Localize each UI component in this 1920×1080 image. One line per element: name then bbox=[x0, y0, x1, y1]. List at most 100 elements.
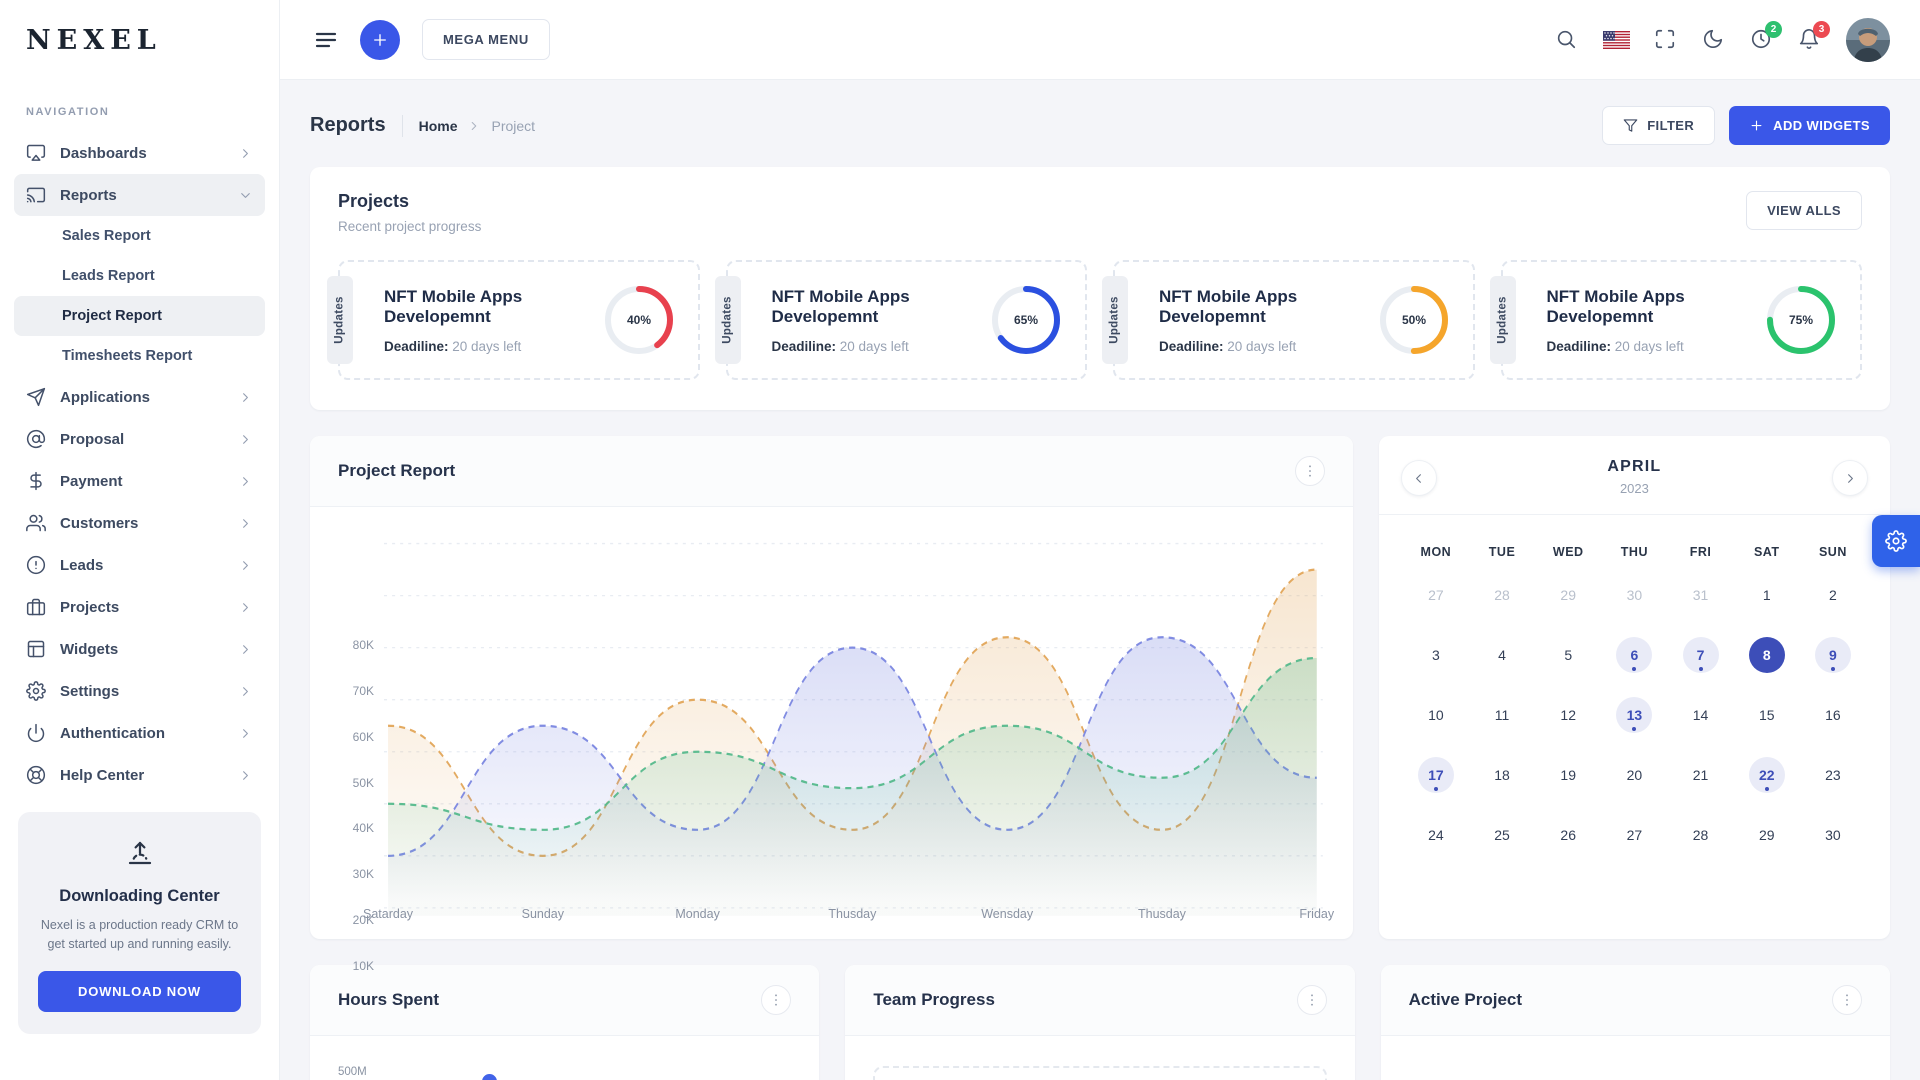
calendar-day-10[interactable]: 10 bbox=[1428, 707, 1444, 723]
calendar-day-30[interactable]: 30 bbox=[1825, 827, 1841, 843]
calendar-day-18[interactable]: 18 bbox=[1494, 767, 1510, 783]
calendar-day-8[interactable]: 8 bbox=[1748, 637, 1785, 673]
view-all-button[interactable]: VIEW ALLS bbox=[1746, 191, 1862, 230]
sidebar-subitem-sales-report[interactable]: Sales Report bbox=[62, 228, 151, 244]
calendar-day-30[interactable]: 30 bbox=[1626, 587, 1643, 603]
calendar-day-29[interactable]: 29 bbox=[1560, 587, 1576, 603]
calendar-day-25[interactable]: 25 bbox=[1494, 827, 1510, 843]
project-title: NFT Mobile Apps Developemnt bbox=[771, 286, 910, 326]
sidebar-item-dashboards[interactable]: Dashboards bbox=[14, 132, 265, 174]
sidebar-subitem-leads-report[interactable]: Leads Report bbox=[62, 268, 155, 284]
calendar-day-27[interactable]: 27 bbox=[1428, 587, 1444, 603]
logo[interactable]: NEXEL bbox=[0, 0, 279, 80]
page-title: Reports bbox=[310, 114, 386, 136]
mega-menu-button[interactable]: MEGA MENU bbox=[422, 19, 550, 60]
calendar-day-23[interactable]: 23 bbox=[1825, 767, 1841, 783]
calendar-day-20[interactable]: 20 bbox=[1626, 767, 1643, 783]
project-card[interactable]: Updates NFT Mobile Apps Developemnt Deadil… bbox=[714, 260, 1087, 380]
y-tick-label: 30K bbox=[352, 867, 374, 882]
sidebar-item-payment[interactable]: Payment bbox=[14, 460, 265, 502]
quick-add-button[interactable] bbox=[360, 19, 400, 60]
sidebar-item-authentication[interactable]: Authentication bbox=[14, 712, 265, 754]
sidebar-item-widgets[interactable]: Widgets bbox=[14, 628, 265, 670]
filter-button[interactable]: FILTER bbox=[1602, 106, 1716, 145]
sidebar-item-proposal[interactable]: Proposal bbox=[14, 418, 265, 460]
user-avatar[interactable] bbox=[1846, 17, 1890, 62]
updates-tab[interactable]: Updates bbox=[714, 276, 741, 364]
project-card[interactable]: Updates NFT Mobile Apps Developemnt Deadil… bbox=[327, 260, 700, 380]
updates-tab[interactable]: Updates bbox=[1102, 276, 1128, 364]
fullscreen-button[interactable] bbox=[1654, 28, 1678, 52]
sidebar-item-label: Dashboards bbox=[60, 144, 147, 162]
sidebar-item-label: Leads bbox=[60, 556, 104, 574]
calendar-day-6[interactable]: 6 bbox=[1616, 637, 1653, 673]
calendar-day-15[interactable]: 15 bbox=[1758, 707, 1775, 723]
project-card[interactable]: Updates NFT Mobile Apps Developemnt Deadil… bbox=[1102, 260, 1475, 380]
projects-subtitle: Recent project progress bbox=[338, 219, 482, 234]
calendar-day-9[interactable]: 9 bbox=[1814, 637, 1851, 673]
event-dot bbox=[1698, 667, 1703, 671]
chevron-right-icon bbox=[243, 644, 248, 654]
sidebar-item-leads[interactable]: Leads bbox=[14, 544, 265, 586]
calendar-day-13[interactable]: 13 bbox=[1616, 697, 1653, 733]
sidebar-item-help-center[interactable]: Help Center bbox=[14, 754, 265, 796]
calendar-day-2[interactable]: 2 bbox=[1829, 587, 1837, 603]
calendar-day-3[interactable]: 3 bbox=[1431, 647, 1440, 663]
breadcrumb-home[interactable]: Home bbox=[418, 117, 458, 134]
project-report-chart: 80K 70K 60K 50K 40K 30K 20K 10K Satarday Sunday M… bbox=[310, 507, 1353, 973]
sidebar-item-projects[interactable]: Projects bbox=[14, 586, 265, 628]
dark-mode-button[interactable] bbox=[1702, 28, 1726, 52]
calendar-day-28[interactable]: 28 bbox=[1494, 587, 1510, 603]
sidebar-subitem-project-report[interactable]: Project Report bbox=[14, 296, 265, 336]
project-deadline: Deadiline: 20 days left bbox=[771, 338, 909, 354]
sidebar-item-reports[interactable]: Reports bbox=[14, 174, 265, 216]
dashboards-icon bbox=[26, 144, 46, 161]
hamburger-menu-icon[interactable] bbox=[314, 28, 338, 52]
calendar-day-19[interactable]: 19 bbox=[1560, 767, 1576, 783]
language-flag-button[interactable] bbox=[1603, 30, 1630, 49]
calendar-day-26[interactable]: 26 bbox=[1560, 827, 1576, 843]
team-progress-title: Team Progress bbox=[873, 990, 995, 1009]
calendar-day-4[interactable]: 4 bbox=[1498, 647, 1506, 663]
y-tick-label: 20K bbox=[352, 913, 374, 928]
sidebar-subitem-timesheets-report[interactable]: Timesheets Report bbox=[62, 348, 193, 364]
sidebar-item-customers[interactable]: Customers bbox=[14, 502, 265, 544]
team-progress-menu-button[interactable] bbox=[1296, 985, 1327, 1015]
updates-tab[interactable]: Updates bbox=[327, 276, 353, 364]
settings-fab-button[interactable] bbox=[1872, 515, 1920, 567]
y-tick-label: 40K bbox=[352, 821, 374, 836]
calendar-day-22[interactable]: 22 bbox=[1748, 757, 1785, 793]
calendar-day-28[interactable]: 28 bbox=[1692, 827, 1709, 843]
calendar-day-27[interactable]: 27 bbox=[1626, 827, 1643, 843]
calendar-day-14[interactable]: 14 bbox=[1692, 707, 1709, 723]
sidebar-item-label: Proposal bbox=[60, 430, 125, 448]
project-card[interactable]: Updates NFT Mobile Apps Developemnt Deadil… bbox=[1489, 260, 1862, 380]
calendar-day-1[interactable]: 1 bbox=[1762, 587, 1771, 603]
search-button[interactable] bbox=[1555, 28, 1579, 52]
calendar-day-21[interactable]: 21 bbox=[1692, 767, 1709, 783]
calendar-day-12[interactable]: 12 bbox=[1560, 707, 1576, 723]
y-tick-label: 70K bbox=[352, 684, 374, 699]
add-widgets-button[interactable]: ADD WIDGETS bbox=[1729, 106, 1890, 145]
calendar-day-16[interactable]: 16 bbox=[1825, 707, 1841, 723]
sidebar-item-applications[interactable]: Applications bbox=[14, 376, 265, 418]
calendar-prev-button[interactable] bbox=[1400, 460, 1437, 496]
leads-icon bbox=[26, 555, 46, 575]
notifications-button[interactable]: 3 bbox=[1798, 20, 1830, 52]
project-report-menu-button[interactable] bbox=[1294, 456, 1325, 486]
sidebar-nav: NAVIGATION Dashboards Reports Sales Report… bbox=[0, 80, 279, 796]
calendar-day-5[interactable]: 5 bbox=[1564, 647, 1573, 663]
active-project-menu-button[interactable] bbox=[1831, 985, 1862, 1015]
hours-spent-menu-button[interactable] bbox=[761, 985, 792, 1015]
updates-tab[interactable]: Updates bbox=[1489, 276, 1516, 364]
calendar-day-17[interactable]: 17 bbox=[1417, 757, 1454, 793]
calendar-day-31[interactable]: 31 bbox=[1692, 587, 1709, 603]
calendar-day-7[interactable]: 7 bbox=[1682, 637, 1719, 673]
calendar-day-29[interactable]: 29 bbox=[1758, 827, 1775, 843]
calendar-day-11[interactable]: 11 bbox=[1494, 707, 1510, 723]
calendar-next-button[interactable] bbox=[1832, 460, 1868, 496]
download-now-button[interactable]: DOWNLOAD NOW bbox=[38, 970, 241, 1012]
activity-button[interactable]: 2 bbox=[1750, 20, 1782, 52]
calendar-day-24[interactable]: 24 bbox=[1428, 827, 1444, 843]
sidebar-item-settings[interactable]: Settings bbox=[14, 670, 265, 712]
